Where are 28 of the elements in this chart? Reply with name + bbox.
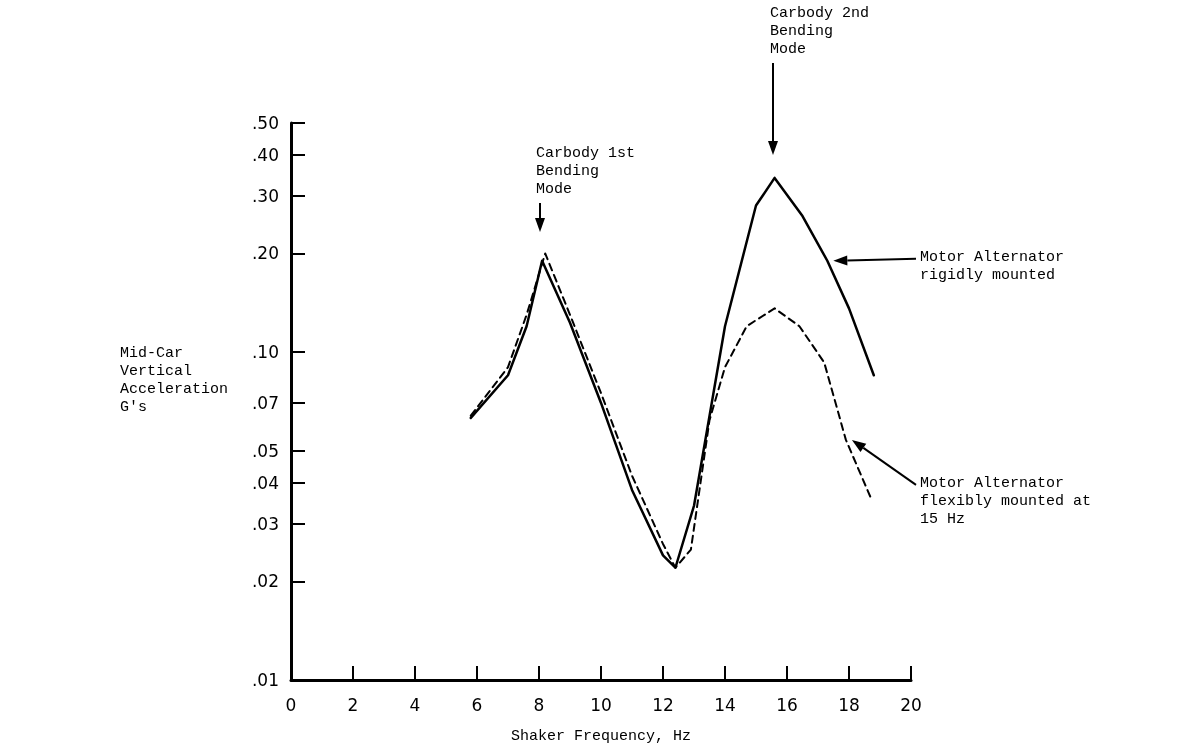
y-tick-label: .04 [251, 472, 279, 493]
y-tick-label: .10 [251, 342, 279, 363]
y-tick-label: .07 [251, 392, 279, 413]
y-tick-label: .03 [251, 513, 279, 534]
x-tick-label: 2 [347, 694, 359, 715]
x-tick-label: 20 [900, 694, 922, 715]
y-tick-label: .40 [251, 144, 279, 165]
y-tick-label: .30 [251, 185, 279, 206]
y-tick-label: .02 [251, 571, 279, 592]
x-tick-label: 8 [533, 694, 545, 715]
text: Motor Alternator flexibly mounted at 15 Hz [920, 474, 1093, 529]
x-tick-label: 12 [652, 694, 674, 715]
x-tick-label: 18 [838, 694, 860, 715]
x-tick-label: 4 [409, 694, 421, 715]
y-tick-label: .50 [251, 113, 279, 133]
annotation: Carbody 1st Bending Mode [536, 145, 636, 199]
x-tick-label: 6 [471, 694, 483, 715]
x-axis-title: Shaker Frequency, Hz [510, 728, 692, 746]
y-axis-title: Mid-Car Vertical Acceleration G's [120, 345, 230, 417]
y-tick-label: .05 [251, 440, 279, 461]
y-tick-label: .20 [251, 243, 279, 264]
x-tick-label: 16 [776, 694, 798, 715]
x-tick-label: 10 [590, 694, 612, 715]
x-tick-label: 0 [285, 694, 297, 715]
text: Carbody 2nd Bending Mode [770, 5, 870, 59]
y-tick-label: .01 [251, 670, 279, 690]
legend-label: Motor Alternator rigidly mounted [920, 248, 1066, 285]
x-tick-label: 14 [714, 694, 736, 715]
